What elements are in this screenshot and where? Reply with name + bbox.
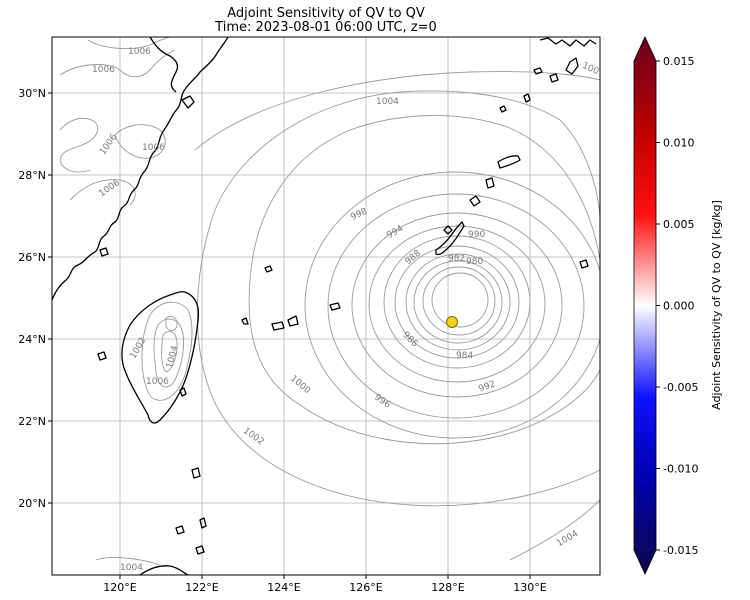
contour-986 bbox=[405, 253, 511, 351]
lat-tick-label: 20°N bbox=[18, 497, 46, 510]
contour-label: 980 bbox=[466, 257, 483, 267]
contour-998 bbox=[304, 171, 600, 439]
chart-title: Adjoint Sensitivity of QV to QV bbox=[227, 6, 425, 21]
island-babuyan bbox=[175, 525, 185, 535]
island-taiwan-east bbox=[179, 387, 187, 397]
contour-996 bbox=[327, 193, 585, 419]
island-ne-2 bbox=[499, 105, 507, 113]
contour-label: 1006 bbox=[146, 377, 169, 387]
contour-1006-e bbox=[69, 179, 136, 206]
contour-taiwan-inner bbox=[165, 315, 178, 331]
contour-994 bbox=[351, 212, 563, 398]
island-koshiki bbox=[549, 73, 559, 83]
contour-984 bbox=[413, 260, 503, 344]
contour-taiwan-1006 bbox=[161, 331, 178, 373]
colorbar-tick-label: 0.000 bbox=[663, 300, 695, 313]
colorbar-tick-label: -0.010 bbox=[663, 463, 698, 476]
contour-label: 1006 bbox=[142, 143, 165, 153]
lon-tick-label: 130°E bbox=[513, 581, 546, 594]
coastline-taiwan bbox=[121, 291, 200, 424]
lat-tick-label: 22°N bbox=[18, 415, 46, 428]
chart-subtitle: Time: 2023-08-01 06:00 UTC, z=0 bbox=[214, 20, 437, 35]
contour-label: 982 bbox=[448, 254, 465, 264]
island-zhoushan bbox=[181, 95, 195, 109]
island-iriomote bbox=[241, 317, 249, 325]
island-babuyan-2 bbox=[199, 517, 207, 529]
contour-label: 990 bbox=[468, 230, 485, 240]
contour-1004-sw bbox=[95, 557, 161, 566]
coastline-china bbox=[52, 37, 229, 301]
island-e-1 bbox=[579, 259, 589, 269]
island-amami bbox=[469, 195, 481, 207]
x-axis: 120°E 122°E 124°E 126°E 128°E 130°E bbox=[103, 575, 547, 594]
contour-taiwan-1002 bbox=[141, 301, 193, 401]
coastline-china-upper bbox=[149, 37, 179, 93]
colorbar-tick-label: 0.015 bbox=[663, 55, 695, 68]
contour-992 bbox=[368, 225, 546, 383]
lon-tick-label: 122°E bbox=[185, 581, 218, 594]
island-yonaguni bbox=[264, 265, 273, 273]
coastline-kyushu bbox=[539, 37, 597, 47]
colorbar-tick-label: 0.005 bbox=[663, 218, 695, 231]
contour-label: 1004 bbox=[376, 97, 399, 107]
island-tanegashima bbox=[497, 155, 521, 169]
island-penghu bbox=[97, 351, 107, 361]
contour-1006-b bbox=[59, 49, 176, 78]
lat-tick-label: 24°N bbox=[18, 333, 46, 346]
lon-tick-label: 120°E bbox=[103, 581, 136, 594]
typhoon-center-marker bbox=[446, 316, 458, 328]
island-ne-1 bbox=[523, 93, 531, 103]
contour-1004-outer bbox=[194, 71, 600, 151]
colorbar-label: Adjoint Sensitivity of QV to QV [kg/kg] bbox=[710, 200, 723, 410]
colorbar-body bbox=[633, 36, 657, 575]
contour-988 bbox=[394, 245, 520, 359]
coastline-kyushu-2 bbox=[565, 57, 579, 75]
island-luzon-sm bbox=[195, 545, 205, 555]
pressure-contours bbox=[59, 37, 600, 566]
island-matsu bbox=[99, 247, 109, 257]
island-okinawa-n bbox=[443, 225, 453, 235]
coastline-luzon bbox=[139, 565, 189, 575]
island-okinawa bbox=[435, 221, 465, 256]
island-daito bbox=[329, 302, 341, 311]
contour-982 bbox=[422, 266, 496, 336]
map-background bbox=[52, 37, 600, 575]
island-yakushima bbox=[485, 177, 495, 189]
y-axis: 30°N 28°N 26°N 24°N 22°N 20°N bbox=[18, 87, 52, 510]
lon-tick-label: 126°E bbox=[349, 581, 382, 594]
contour-1006-a bbox=[87, 37, 171, 50]
island-ishigaki bbox=[271, 321, 285, 331]
lon-tick-label: 128°E bbox=[431, 581, 464, 594]
island-miyako bbox=[287, 315, 299, 327]
coastlines bbox=[52, 37, 597, 575]
island-batanes bbox=[191, 467, 201, 479]
contour-1006-c bbox=[59, 117, 99, 173]
contour-980 bbox=[431, 272, 489, 328]
lon-tick-label: 124°E bbox=[267, 581, 300, 594]
contour-label: 1006 bbox=[92, 65, 115, 75]
contour-1000 bbox=[248, 115, 600, 445]
colorbar-tick-label: -0.015 bbox=[663, 544, 698, 557]
colorbar: 0.015 0.010 0.005 0.000 -0.005 -0.010 -0… bbox=[633, 36, 723, 575]
contour-1006-d bbox=[114, 124, 166, 159]
lat-tick-label: 26°N bbox=[18, 251, 46, 264]
lat-tick-label: 30°N bbox=[18, 87, 46, 100]
colorbar-tick-label: 0.010 bbox=[663, 137, 695, 150]
map-panel: 1006 1006 1006 1006 1006 1004 1004 1004 … bbox=[51, 36, 601, 576]
contour-label: 1006 bbox=[128, 47, 151, 57]
island-goto bbox=[533, 67, 543, 75]
map-frame bbox=[51, 36, 601, 576]
lat-tick-label: 28°N bbox=[18, 169, 46, 182]
contour-1002 bbox=[196, 90, 600, 507]
colorbar-tick-label: -0.005 bbox=[663, 381, 698, 394]
contour-label: 984 bbox=[456, 351, 473, 361]
contour-label: 1004 bbox=[120, 563, 143, 573]
contour-1004-se bbox=[509, 499, 600, 561]
